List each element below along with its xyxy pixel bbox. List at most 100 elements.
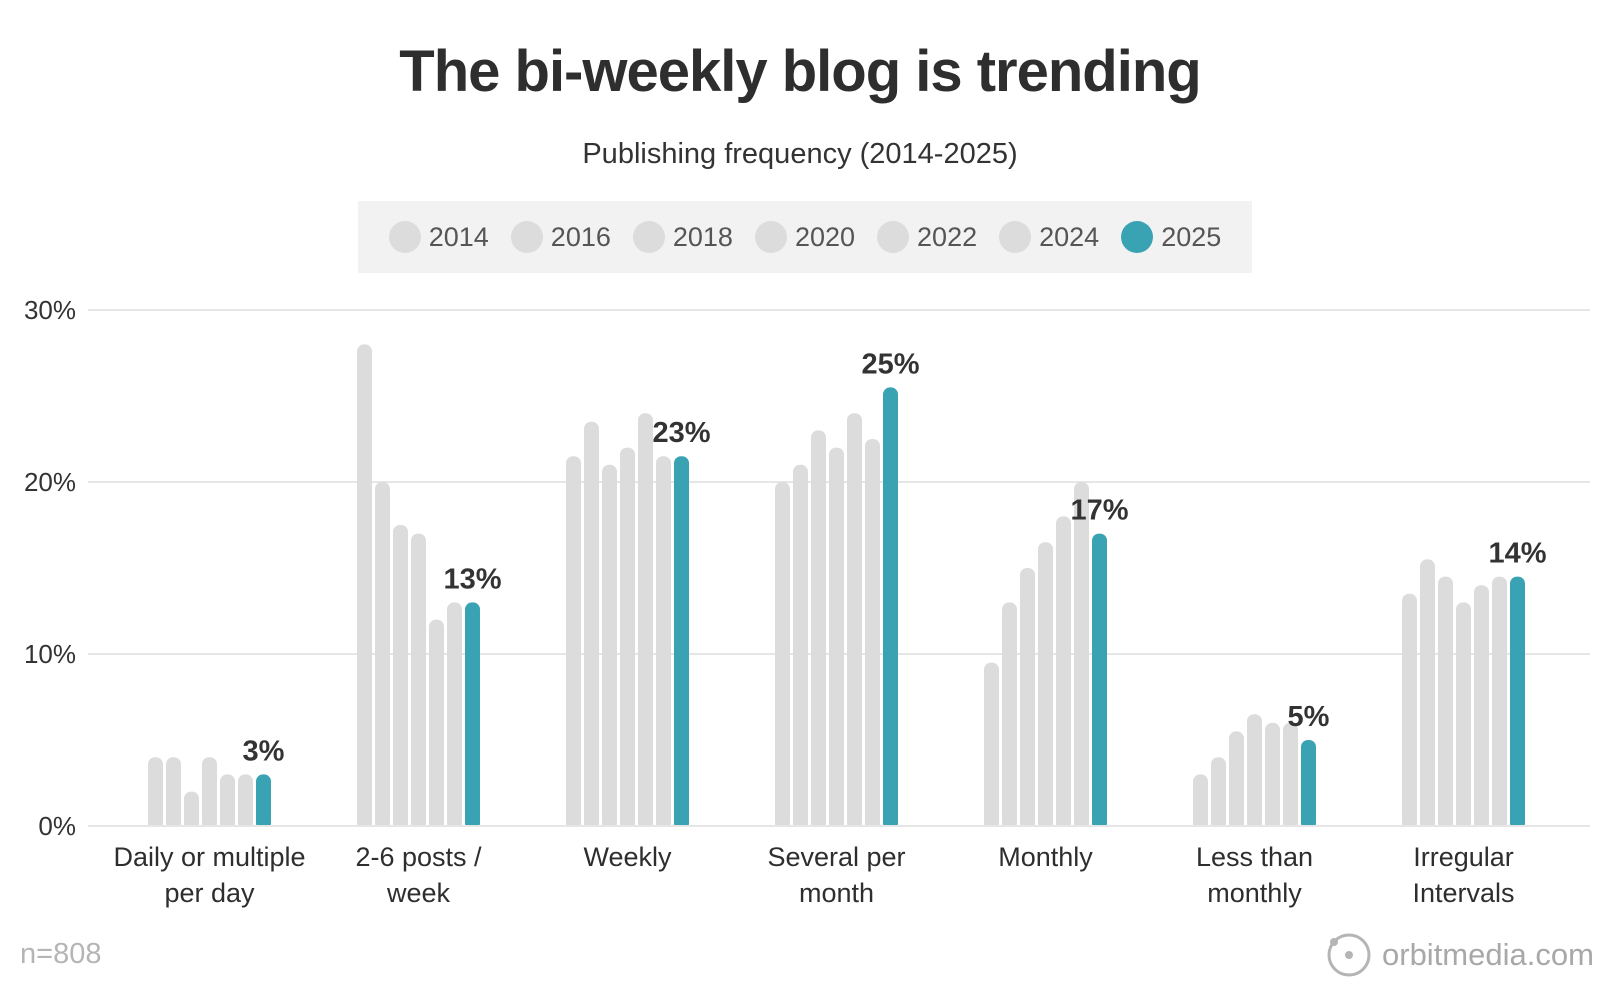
legend-swatch [999,221,1032,253]
data-label: 23% [652,417,710,449]
bar-2014-5 [1193,774,1208,830]
x-category-label: 2-6 posts / week [355,842,482,908]
bar-2018-1 [393,525,408,830]
legend-swatch [632,221,665,253]
legend-swatch [1121,221,1154,253]
chart-title: The bi-weekly blog is trending [399,39,1201,104]
x-category-label: Less than monthly [1196,842,1313,908]
bar-2014-1 [357,344,372,830]
y-tick-label: 20% [24,467,76,497]
bar-2018-6 [1438,576,1453,830]
x-category-label: Several per month [767,842,905,908]
bar-2022-0 [238,774,253,830]
bar-2016-6 [1420,559,1435,830]
bar-2016-1 [375,482,390,830]
legend-label: 2024 [1039,221,1100,252]
orbit-logo-icon [1327,933,1371,977]
data-label: 25% [861,348,919,380]
x-category-label: Irregular Intervals [1412,842,1514,908]
chart-subtitle: Publishing frequency (2014-2025) [582,138,1018,170]
brand-text: orbitmedia.com [1382,937,1594,972]
bar-2025-1 [465,602,480,830]
legend-item-2014: 2014 [388,221,489,253]
bar-2014-2 [566,456,581,830]
sample-size-note: n=808 [20,938,102,970]
bars [88,344,1590,832]
legend-swatch [510,221,543,253]
bar-2021-5 [1265,722,1280,830]
x-category-label: Monthly [998,842,1093,872]
bar-2020-5 [1247,714,1262,830]
legend-label: 2014 [428,221,489,252]
legend-item-2018: 2018 [632,221,733,253]
bar-2016-4 [1002,602,1017,830]
bar-2022-5 [1283,722,1298,830]
bar-2025-2 [674,456,689,830]
legend-swatch [388,221,421,253]
legend-label: 2025 [1161,221,1222,252]
bar-2020-3 [829,447,844,830]
bar-2014-4 [984,662,999,830]
legend-item-2024: 2024 [999,221,1099,253]
bar-2022-2 [656,456,671,830]
data-label: 5% [1288,701,1330,733]
bar-2025-4 [1092,533,1107,830]
bar-2022-6 [1492,576,1507,830]
bar-2025-3 [883,387,898,830]
legend-label: 2016 [550,221,611,252]
bar-2014-6 [1402,593,1417,830]
bar-2018-5 [1229,731,1244,830]
bar-2020-1 [411,533,426,830]
bar-2016-5 [1211,757,1226,830]
bar-2021-2 [638,413,653,830]
legend-item-2020: 2020 [754,221,856,253]
brand: orbitmedia.com [1326,932,1594,978]
legend-label: 2022 [917,221,978,252]
data-label: 17% [1070,495,1128,527]
y-axis: 0% 10% 20% 30% [24,295,76,841]
bar-2018-3 [811,430,826,830]
y-tick-label: 0% [38,811,76,841]
data-label: 3% [243,735,285,767]
legend-label: 2018 [672,221,733,252]
bar-2020-0 [202,757,217,830]
bar-2021-6 [1474,585,1489,830]
bar-2014-3 [775,482,790,830]
data-label: 13% [443,563,501,595]
bar-2018-2 [602,464,617,830]
bar-2020-6 [1456,602,1471,830]
legend-item-2016: 2016 [510,221,611,253]
bar-2025-6 [1510,576,1525,830]
bar-2022-1 [447,602,462,830]
bar-2020-2 [620,447,635,830]
bar-2025-0 [256,774,271,830]
y-tick-label: 10% [24,639,76,669]
bar-2014-0 [148,757,163,830]
bar-2016-3 [793,464,808,830]
data-labels: 3% 13% 23% 25% 17% 5% 14% [243,348,1547,767]
legend-item-2025: 2025 [1121,221,1221,253]
x-category-label: Weekly [583,842,672,872]
bar-2018-0 [184,791,199,830]
bar-2020-4 [1038,542,1053,830]
bar-2025-5 [1301,740,1316,830]
bar-2021-0 [220,774,235,830]
bar-2016-2 [584,421,599,830]
bar-2021-1 [429,619,444,830]
x-category-label: Daily or multiple per day [113,842,305,908]
legend: 2014 2016 2018 2020 2022 2024 2025 [358,201,1252,273]
data-label: 14% [1488,538,1546,570]
legend-swatch [754,221,787,253]
bar-2016-0 [166,757,181,830]
legend-swatch [877,221,910,253]
legend-label: 2020 [794,221,856,252]
legend-item-2022: 2022 [877,221,977,253]
y-tick-label: 30% [24,295,76,325]
x-axis: Daily or multiple per day 2-6 posts / week W… [113,842,1514,908]
bar-2018-4 [1020,568,1035,830]
bar-2021-3 [847,413,862,830]
bar-2022-3 [865,439,880,830]
bar-2022-4 [1074,482,1089,830]
bar-2021-4 [1056,516,1071,830]
